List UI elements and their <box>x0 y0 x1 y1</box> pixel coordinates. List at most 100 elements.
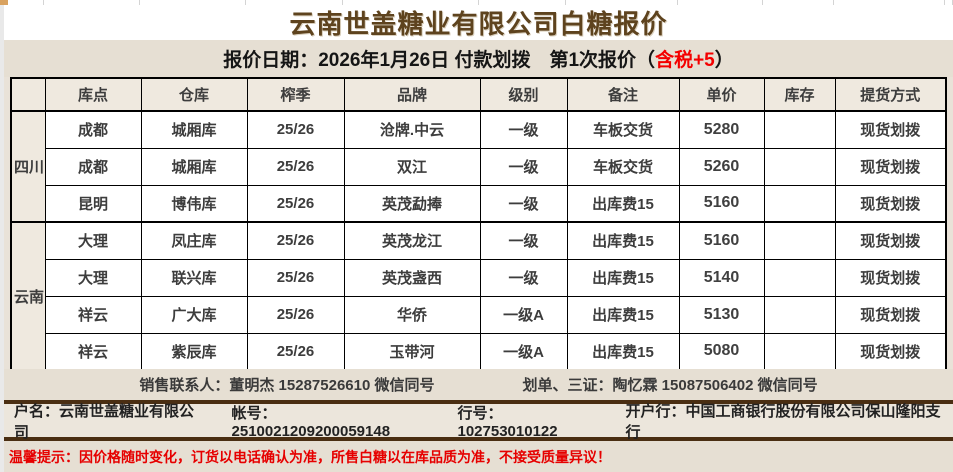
divider-line <box>4 437 953 441</box>
grid-cell <box>140 0 246 5</box>
cell-brand: 沧牌.中云 <box>343 110 481 149</box>
col-header-brand: 品牌 <box>343 77 481 112</box>
cell-price: 5160 <box>678 221 765 260</box>
cell-price: 5160 <box>678 184 765 223</box>
cell-season: 25/26 <box>246 258 345 297</box>
cell-brand: 英茂盏西 <box>343 258 481 297</box>
cell-note: 出库费15 <box>566 221 680 260</box>
cell-brand: 双江 <box>343 147 481 186</box>
table-row: 祥云 紫辰库 25/26 玉带河 一级A 出库费15 5080 现货划拨 <box>11 332 947 371</box>
cell-grade: 一级 <box>479 147 568 186</box>
cell-depot: 昆明 <box>44 184 142 223</box>
cell-brand: 英茂龙江 <box>343 221 481 260</box>
cell-warehouse: 紫辰库 <box>140 332 248 371</box>
cell-price: 5280 <box>678 110 765 149</box>
grid-cell <box>343 0 479 5</box>
cell-stock <box>763 332 836 371</box>
col-header-depot: 库点 <box>44 77 142 112</box>
quote-date-text: 报价日期：2026年1月26日 付款划拨 第1次报价（ <box>223 50 656 71</box>
col-header-pickup: 提货方式 <box>834 77 947 112</box>
cell-grade: 一级 <box>479 258 568 297</box>
cell-pickup: 现货划拨 <box>834 295 947 334</box>
cell-warehouse: 联兴库 <box>140 258 248 297</box>
cell-warehouse: 城厢库 <box>140 147 248 186</box>
cell-season: 25/26 <box>246 147 345 186</box>
cell-note: 出库费15 <box>566 184 680 223</box>
cell-stock <box>763 295 836 334</box>
sheet-top-grid-strip <box>8 0 953 5</box>
tax-note: 含税+5 <box>655 50 715 71</box>
cell-season: 25/26 <box>246 221 345 260</box>
bank-info-row: 户名：云南世盖糖业有限公司 帐号：2510021209200059148 行号：… <box>4 403 953 441</box>
cell-price: 5080 <box>678 332 765 371</box>
col-header-price: 单价 <box>678 77 765 112</box>
region-label-yunnan: 云南 <box>10 221 46 371</box>
cell-price: 5140 <box>678 258 765 297</box>
cell-season: 25/26 <box>246 295 345 334</box>
cell-stock <box>763 221 836 260</box>
header-row: 库点 仓库 榨季 品牌 级别 备注 单价 库存 提货方式 <box>10 77 947 112</box>
cell-depot: 成都 <box>44 147 142 186</box>
cell-note: 车板交货 <box>566 147 680 186</box>
cell-note: 出库费15 <box>566 295 680 334</box>
col-header-season: 榨季 <box>246 77 345 112</box>
grid-cell <box>246 0 343 5</box>
grid-cell <box>479 0 566 5</box>
cell-depot: 大理 <box>44 221 142 260</box>
col-header-grade: 级别 <box>479 77 568 112</box>
table-row: 云南 大理 凤庄库 25/26 英茂龙江 一级 出库费15 5160 现货划拨 <box>10 221 947 371</box>
col-header-note: 备注 <box>566 77 680 112</box>
cell-grade: 一级A <box>479 332 568 371</box>
table-area: 库点 仓库 榨季 品牌 级别 备注 单价 库存 提货方式 四川 成都 <box>4 77 953 371</box>
cell-depot: 大理 <box>44 258 142 297</box>
quote-sheet: 云南世盖糖业有限公司白糖报价 报价日期：2026年1月26日 付款划拨 第1次报… <box>4 5 953 472</box>
cell-grade: 一级A <box>479 295 568 334</box>
cell-season: 25/26 <box>246 332 345 371</box>
col-header-warehouse: 仓库 <box>140 77 248 112</box>
cell-brand: 玉带河 <box>343 332 481 371</box>
title-row: 云南世盖糖业有限公司白糖报价 <box>4 5 953 40</box>
sheet-corner-cell <box>0 0 8 5</box>
cell-stock <box>763 147 836 186</box>
cell-stock <box>763 110 836 149</box>
table-row: 祥云 广大库 25/26 华侨 一级A 出库费15 5130 现货划拨 <box>11 295 947 334</box>
cell-note: 出库费15 <box>566 258 680 297</box>
cell-warehouse: 博伟库 <box>140 184 248 223</box>
grid-cell <box>678 0 763 5</box>
bank-no: 行号：102753010122 <box>457 404 558 440</box>
sales-contact: 销售联系人：董明杰 15287526610 微信同号 <box>139 377 435 394</box>
cell-warehouse: 广大库 <box>140 295 248 334</box>
cell-stock <box>763 258 836 297</box>
region-label-sichuan: 四川 <box>10 110 46 223</box>
col-header-region <box>10 77 46 112</box>
cell-grade: 一级 <box>479 184 568 223</box>
cell-grade: 一级 <box>479 221 568 260</box>
cell-note: 车板交货 <box>566 110 680 149</box>
grid-cell <box>566 0 678 5</box>
cell-depot: 成都 <box>44 110 142 149</box>
cell-pickup: 现货划拨 <box>834 332 947 371</box>
table-row: 昆明 博伟库 25/26 英茂勐捧 一级 出库费15 5160 现货划拨 <box>11 184 947 223</box>
cell-warehouse: 凤庄库 <box>140 221 248 260</box>
divider-line <box>4 400 953 404</box>
cell-pickup: 现货划拨 <box>834 147 947 186</box>
contacts-row: 销售联系人：董明杰 15287526610 微信同号 划单、三证：陶忆霖 150… <box>4 369 953 400</box>
warning-row: 温馨提示：因价格随时变化，订货以电话确认为准，所售白糖以在库品质为准，不接受质量… <box>4 441 953 472</box>
cell-season: 25/26 <box>246 110 345 149</box>
grid-cell <box>834 0 945 5</box>
cell-price: 5260 <box>678 147 765 186</box>
cell-pickup: 现货划拨 <box>834 110 947 149</box>
cell-pickup: 现货划拨 <box>834 258 947 297</box>
price-table: 库点 仓库 榨季 品牌 级别 备注 单价 库存 提货方式 四川 成都 <box>10 77 947 371</box>
cell-depot: 祥云 <box>44 295 142 334</box>
bank-account-name: 户名：云南世盖糖业有限公司 <box>14 402 195 441</box>
bank-account-no: 帐号：2510021209200059148 <box>231 404 391 440</box>
cell-note: 出库费15 <box>566 332 680 371</box>
quote-date-row: 报价日期：2026年1月26日 付款划拨 第1次报价（ 含税+5） <box>4 40 953 77</box>
cell-brand: 英茂勐捧 <box>343 184 481 223</box>
table-row: 四川 成都 城厢库 25/26 沧牌.中云 一级 车板交货 5280 现货划拨 <box>10 110 947 223</box>
warning-note: 温馨提示：因价格随时变化，订货以电话确认为准，所售白糖以在库品质为准，不接受质量… <box>9 448 611 465</box>
cell-pickup: 现货划拨 <box>834 221 947 260</box>
cell-depot: 祥云 <box>44 332 142 371</box>
